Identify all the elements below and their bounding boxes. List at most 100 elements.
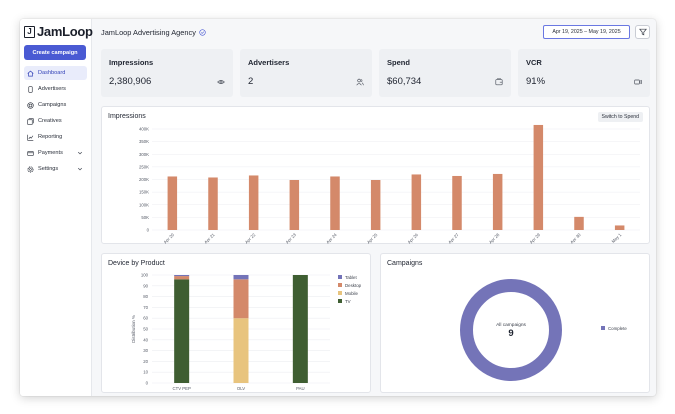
filter-button[interactable] xyxy=(635,25,650,39)
y-tick-label: 90 xyxy=(143,283,148,288)
sidebar-item-label: Reporting xyxy=(38,134,63,140)
stacked-bar-segment xyxy=(174,275,190,277)
card-icon xyxy=(27,150,34,157)
device-by-product-panel: Device by Product 0 10 20 30 40 50 60 70 80 90 100… xyxy=(101,253,371,393)
app-window: J JamLoop Create campaign Dashboard Adve… xyxy=(20,19,656,396)
impressions-bar xyxy=(614,225,625,230)
sidebar-item-settings[interactable]: Settings xyxy=(24,162,87,176)
chevron-down-icon[interactable] xyxy=(77,166,83,172)
page-title: JamLoop Advertising Agency xyxy=(101,28,206,37)
donut-center-label: All campaigns xyxy=(496,322,526,328)
sidebar-item-label: Advertisers xyxy=(38,86,66,92)
x-tick-label: Apr 22 xyxy=(244,232,257,245)
y-tick-label: 300K xyxy=(139,152,149,157)
logo[interactable]: J JamLoop xyxy=(24,24,93,39)
impressions-bar xyxy=(411,174,422,230)
device-stacked-bar-chart: 0 10 20 30 40 50 60 70 80 90 100 Distribution % CTV … xyxy=(131,273,330,391)
y-tick-label: 30 xyxy=(143,348,148,353)
y-tick-label: 0 xyxy=(146,381,149,386)
y-tick-label: 350K xyxy=(139,139,149,144)
stacked-bar-segment xyxy=(233,318,249,383)
sidebar-item-label: Payments xyxy=(38,150,63,156)
kpi-card-spend: Spend $60,734 xyxy=(379,49,511,97)
x-tick-label: CTV PEP xyxy=(172,386,191,391)
stacked-bar-segment xyxy=(292,275,308,383)
legend-item-desktop: Desktop xyxy=(338,281,361,289)
kpi-card-advertisers: Advertisers 2 xyxy=(240,49,372,97)
legend-label: TV xyxy=(345,298,351,304)
stacked-bar-segment xyxy=(233,275,249,280)
stacked-bar-segment xyxy=(174,276,190,280)
panel-title: Impressions xyxy=(108,113,146,120)
sidebar-item-creatives[interactable]: Creatives xyxy=(24,114,87,128)
kpi-label: Impressions xyxy=(109,58,154,67)
logo-text: JamLoop xyxy=(37,24,93,39)
donut-center-value: 9 xyxy=(508,328,513,339)
legend-item-tv: TV xyxy=(338,297,361,305)
impressions-bar xyxy=(533,124,544,230)
date-range-picker[interactable]: Apr 19, 2025 – May 19, 2025 xyxy=(543,25,630,39)
x-tick-label: Apr 30 xyxy=(569,232,582,245)
sidebar-item-reporting[interactable]: Reporting xyxy=(24,130,87,144)
x-tick-label: Apr 20 xyxy=(163,232,176,245)
create-campaign-button[interactable]: Create campaign xyxy=(24,45,86,60)
y-tick-label: 100 xyxy=(141,273,149,278)
home-icon xyxy=(27,70,34,77)
y-tick-label: 60 xyxy=(143,316,148,321)
x-tick-label: Apr 25 xyxy=(366,232,379,245)
kpi-value: $60,734 xyxy=(387,76,422,87)
x-tick-label: Apr 21 xyxy=(203,232,216,245)
kpi-label: Advertisers xyxy=(248,58,290,67)
impressions-bar xyxy=(370,180,381,230)
sidebar: J JamLoop Create campaign Dashboard Adve… xyxy=(20,19,93,396)
impressions-bar xyxy=(492,173,503,230)
stacked-bar-segment xyxy=(174,279,190,383)
chevron-down-icon[interactable] xyxy=(77,150,83,156)
legend-label: Tablet xyxy=(345,274,357,280)
sidebar-item-dashboard[interactable]: Dashboard xyxy=(24,66,87,80)
x-tick-label: OLV xyxy=(237,386,245,391)
y-axis-label: Distribution % xyxy=(131,315,136,343)
stacked-bar-segment xyxy=(233,279,249,319)
x-tick-label: PAU xyxy=(296,386,305,391)
sidebar-item-label: Creatives xyxy=(38,118,62,124)
sidebar-item-payments[interactable]: Payments xyxy=(24,146,87,160)
x-tick-label: May 1 xyxy=(611,232,623,244)
switch-to-spend-button[interactable]: Switch to Spend xyxy=(597,112,643,122)
kpi-label: VCR xyxy=(526,58,542,67)
kpi-label: Spend xyxy=(387,58,410,67)
legend-swatch xyxy=(338,283,342,287)
legend-swatch xyxy=(338,291,342,295)
agency-name: JamLoop Advertising Agency xyxy=(101,28,196,37)
legend-swatch xyxy=(601,326,605,330)
sidebar-item-campaigns[interactable]: Campaigns xyxy=(24,98,87,112)
y-tick-label: 40 xyxy=(143,337,148,342)
sidebar-item-label: Dashboard xyxy=(38,70,66,76)
y-tick-label: 50 xyxy=(143,327,148,332)
y-tick-label: 150K xyxy=(139,190,149,195)
date-range-label: Apr 19, 2025 – May 19, 2025 xyxy=(552,29,621,35)
legend-label: Desktop xyxy=(345,282,362,288)
legend-swatch xyxy=(338,275,342,279)
kpi-value: 2 xyxy=(248,76,254,87)
legend-item-complete: Complete xyxy=(601,324,627,332)
y-tick-label: 400K xyxy=(139,127,149,132)
legend-swatch xyxy=(338,299,342,303)
filter-icon xyxy=(638,28,647,36)
panel-title: Device by Product xyxy=(108,260,165,267)
legend-item-mobile: Mobile xyxy=(338,289,361,297)
users-icon xyxy=(356,78,364,86)
y-tick-label: 100K xyxy=(139,202,149,207)
x-tick-label: Apr 28 xyxy=(488,232,501,245)
kpi-value: 91% xyxy=(526,76,546,87)
eye-icon xyxy=(217,80,225,84)
kpi-card-impressions: Impressions 2,380,906 xyxy=(101,49,233,97)
image-stack-icon xyxy=(27,117,34,125)
sidebar-item-advertisers[interactable]: Advertisers xyxy=(24,82,87,96)
line-chart-icon xyxy=(27,134,34,141)
sidebar-item-label: Campaigns xyxy=(38,102,67,108)
x-tick-label: Apr 24 xyxy=(325,232,338,245)
wallet-icon xyxy=(495,78,503,86)
impressions-chart-panel: Impressions Switch to Spend 0 50K 100K 150K… xyxy=(101,106,650,245)
x-tick-label: Apr 23 xyxy=(285,232,298,245)
